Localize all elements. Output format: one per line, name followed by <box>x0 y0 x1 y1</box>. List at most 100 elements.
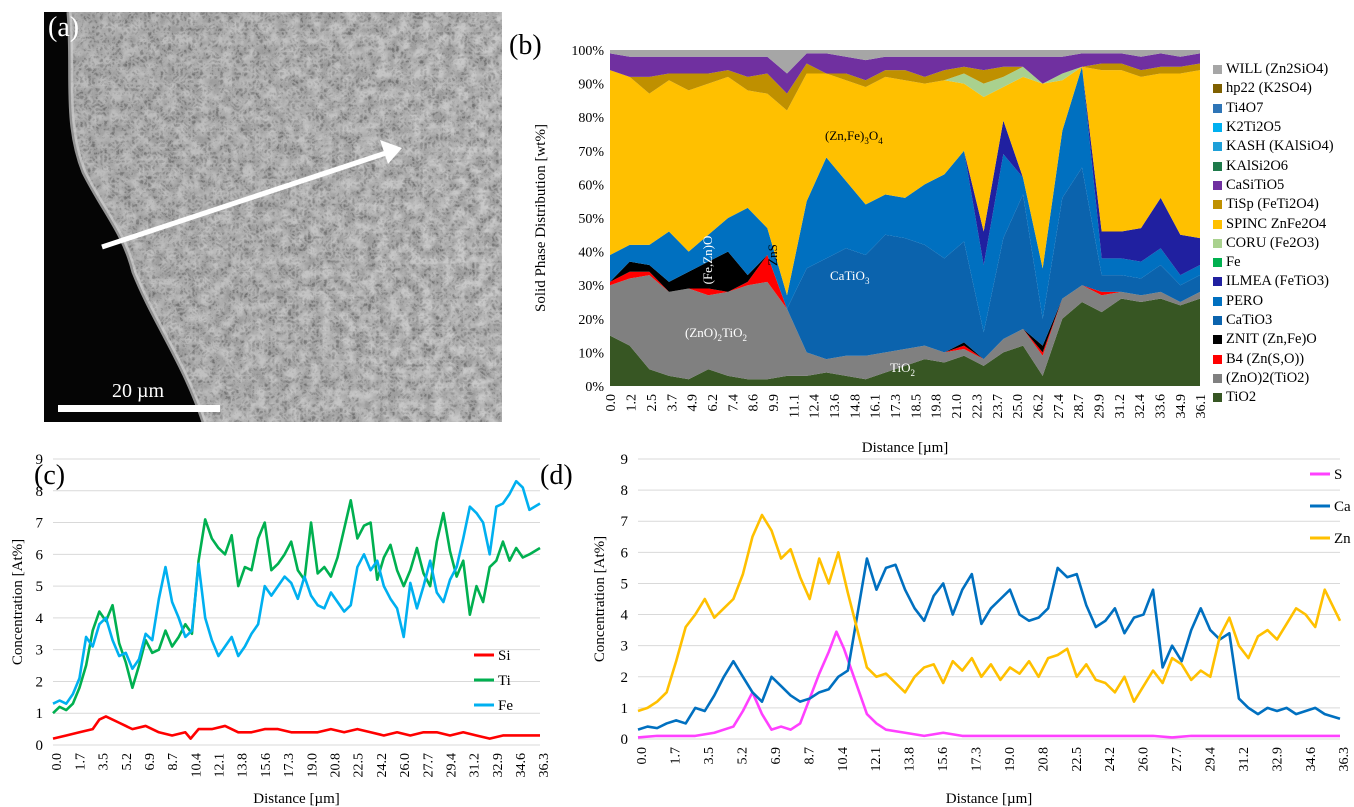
series-line-zn <box>637 513 1342 713</box>
ytick-label: 100% <box>571 44 604 59</box>
series-line-s <box>637 630 1340 739</box>
annotation-label: ZnS <box>765 244 780 266</box>
legend-item: SPINC ZnFe2O4 <box>1213 214 1354 233</box>
y-axis-title: Solid Phase Distribution [wt%] <box>533 124 549 312</box>
xtick-label: 13.8 <box>903 747 918 772</box>
panel-label-c: (c) <box>34 460 66 491</box>
xtick-label: 10.4 <box>189 753 204 778</box>
legend-label: CaSiTiO5 <box>1226 176 1285 193</box>
legend-swatch <box>1213 393 1222 403</box>
series-line-ca <box>637 557 1341 731</box>
xtick-label: 36.1 <box>1194 394 1209 419</box>
xtick-label: 32.9 <box>1270 747 1285 772</box>
area-b4-zn-s-o- <box>610 254 1200 360</box>
annotation-label: (ZnO)2TiO2 <box>685 325 747 343</box>
legend-label: Fe <box>498 698 513 714</box>
xtick-label: 9.9 <box>767 394 782 412</box>
xtick-label: 25.0 <box>1011 394 1026 419</box>
xtick-label: 12.1 <box>213 753 228 778</box>
xtick-label: 5.2 <box>736 747 751 765</box>
area-catio3 <box>610 167 1200 360</box>
ytick-label: 1 <box>621 701 629 717</box>
legend-label: ZNIT (Zn,Fe)O <box>1226 331 1317 348</box>
xtick-label: 1.7 <box>73 753 88 771</box>
area-casitio5 <box>610 53 1200 94</box>
legend-swatch <box>1213 238 1222 248</box>
x-axis-title: Distance [µm] <box>862 440 949 456</box>
xtick-label: 0.0 <box>635 747 650 765</box>
xtick-label: 24.2 <box>375 753 390 778</box>
area--zno-2-tio2- <box>610 275 1200 380</box>
xtick-label: 34.6 <box>514 753 529 778</box>
ytick-label: 1 <box>36 706 44 722</box>
annotation-label: CaTiO3 <box>830 268 870 286</box>
x-axis-title: Distance [µm] <box>253 791 340 807</box>
xtick-label: 22.3 <box>970 394 985 419</box>
legend-b: WILL (Zn2SiO4) hp22 (K2SO4) Ti4O7 K2Ti2O5 KA… <box>1213 60 1354 407</box>
ytick-label: 40% <box>578 246 604 261</box>
annotation-label: TiO2 <box>890 360 915 378</box>
ytick-label: 8 <box>621 483 629 499</box>
legend-item: CORU (Fe2O3) <box>1213 234 1354 253</box>
xtick-label: 13.6 <box>828 394 843 419</box>
legend-label: CaTiO3 <box>1226 312 1273 328</box>
xtick-label: 23.7 <box>991 394 1006 419</box>
legend-swatch <box>1213 142 1222 152</box>
xtick-label: 29.4 <box>444 753 459 778</box>
xtick-label: 8.7 <box>166 753 181 771</box>
chart-b: 0% 10% 20% 30% 40% 50% 60% 70% 80% 90% 100% 0.0 1.2 2… <box>533 44 1209 456</box>
xtick-label: 27.7 <box>421 753 436 778</box>
xtick-label: 33.6 <box>1154 394 1169 419</box>
legend-item: (ZnO)2(TiO2) <box>1213 369 1354 388</box>
ytick-label: 90% <box>578 78 604 93</box>
legend-item: TiSp (FeTi2O4) <box>1213 195 1354 214</box>
xtick-label: 21.0 <box>950 394 965 419</box>
chart-d: 0 1 2 3 4 5 6 7 8 9 0.0 1.7 3.5 5.2 6.9 8.7 10.4 12.1 13.8… <box>592 452 1352 807</box>
legend-item: hp22 (K2SO4) <box>1213 79 1354 98</box>
legend-label: Ti <box>498 673 511 689</box>
xtick-label: 26.0 <box>1137 747 1152 772</box>
legend-label: hp22 (K2SO4) <box>1226 80 1312 97</box>
xtick-label: 27.7 <box>1170 747 1185 772</box>
scale-bar <box>58 405 220 412</box>
xtick-label: 34.6 <box>1304 747 1319 772</box>
ytick-label: 70% <box>578 145 604 160</box>
legend-swatch <box>1213 277 1222 287</box>
ytick-label: 0% <box>585 380 604 395</box>
xtick-label: 1.2 <box>625 394 640 412</box>
legend-swatch <box>1213 123 1222 133</box>
ytick-label: 0 <box>36 738 44 754</box>
xtick-label: 2.5 <box>645 394 660 412</box>
ytick-label: 30% <box>578 279 604 294</box>
legend-item: B4 (Zn(S,O)) <box>1213 349 1354 368</box>
xtick-label: 31.2 <box>468 753 483 778</box>
legend-label: (ZnO)2(TiO2) <box>1226 369 1310 386</box>
xtick-label: 0.0 <box>604 394 619 412</box>
scale-bar-label: 20 µm <box>112 380 165 402</box>
xtick-label: 11.1 <box>787 394 802 418</box>
xtick-label: 20.8 <box>329 753 344 778</box>
legend-item: PERO <box>1213 292 1354 311</box>
legend-swatch <box>1213 335 1222 345</box>
legend-swatch <box>1213 219 1222 229</box>
legend-swatch <box>1213 103 1222 113</box>
ytick-label: 50% <box>578 212 604 227</box>
xtick-label: 31.2 <box>1237 747 1252 772</box>
x-axis-title: Distance [µm] <box>946 791 1033 807</box>
xtick-label: 14.8 <box>848 394 863 419</box>
legend-swatch <box>1213 258 1222 268</box>
panel-label-a: (a) <box>48 12 80 43</box>
area-tio2 <box>610 298 1200 386</box>
panel-label-d: (d) <box>540 460 573 491</box>
ytick-label: 2 <box>36 674 44 690</box>
ytick-label: 3 <box>36 643 44 659</box>
legend-label: CORU (Fe2O3) <box>1226 234 1320 251</box>
sem-texture <box>44 12 502 422</box>
xtick-label: 0.0 <box>50 753 65 771</box>
area-spinc-znfe2o4 <box>610 66 1200 296</box>
legend-item: TiO2 <box>1213 388 1354 407</box>
legend-swatch <box>1213 354 1222 364</box>
xtick-label: 17.3 <box>282 753 297 778</box>
xtick-label: 22.5 <box>352 753 367 778</box>
legend-item: CaSiTiO5 <box>1213 176 1354 195</box>
